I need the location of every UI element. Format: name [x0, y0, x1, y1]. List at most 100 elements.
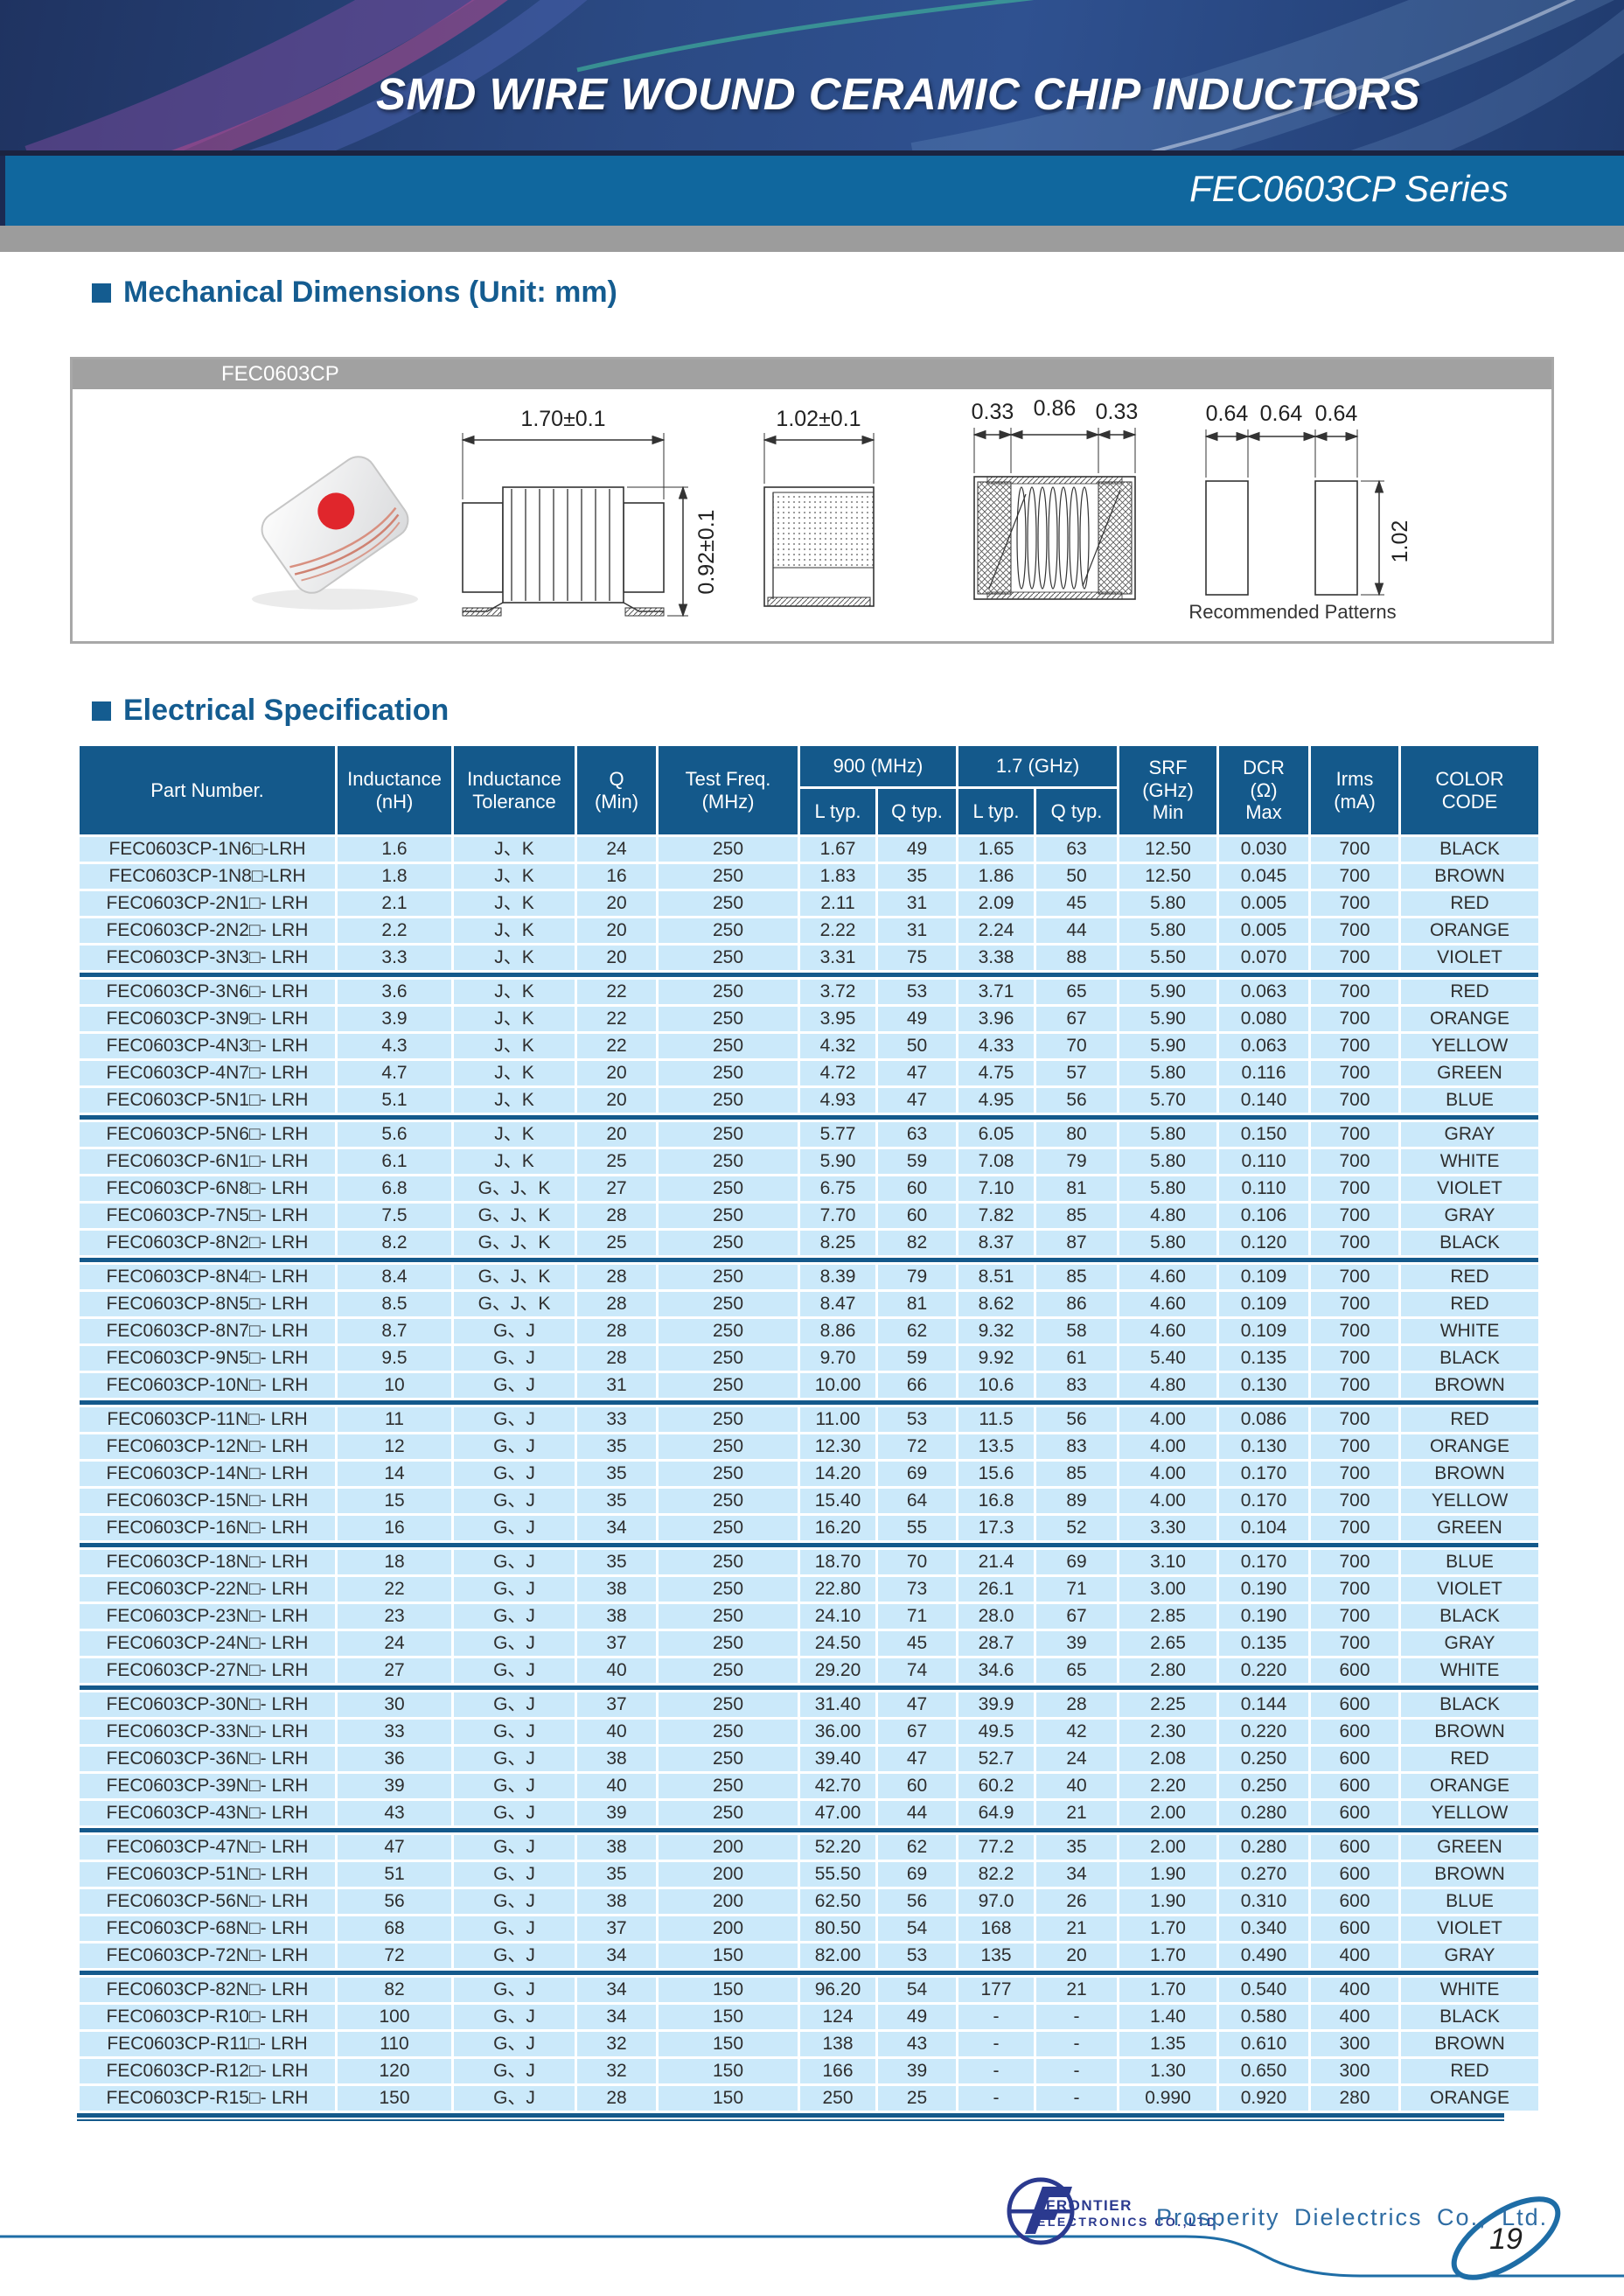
component-photo — [252, 456, 418, 610]
table-row: FEC0603CP-16N□- LRH 16 G、J 34 250 16.20 55 17.3… — [80, 1516, 1539, 1540]
table-cell: G、J、K — [454, 1265, 575, 1289]
table-cell: 700 — [1311, 1462, 1399, 1486]
part-number-cell: FEC0603CP-3N6□- LRH — [80, 980, 335, 1004]
table-cell: 83 — [1036, 1434, 1118, 1459]
table-cell: 600 — [1311, 1801, 1399, 1825]
table-cell: 8.4 — [338, 1265, 451, 1289]
table-row: FEC0603CP-3N3□- LRH 3.3 J、K 20 250 3.31 75 3.38… — [80, 946, 1539, 970]
table-cell: 26 — [1036, 1889, 1118, 1914]
table-cell: 4.7 — [338, 1061, 451, 1085]
table-cell: 37 — [577, 1916, 656, 1941]
table-cell: 47 — [878, 1061, 956, 1085]
table-cell: 47 — [878, 1088, 956, 1113]
table-cell: 64.9 — [958, 1801, 1034, 1825]
table-cell: 22 — [577, 980, 656, 1004]
table-cell: J、K — [454, 1034, 575, 1058]
table-cell: 0.130 — [1219, 1434, 1309, 1459]
table-cell: 6.1 — [338, 1149, 451, 1174]
table-cell: 45 — [1036, 891, 1118, 916]
table-row: FEC0603CP-R10□- LRH 100 G、J 34 150 124 49- -1.4… — [80, 2005, 1539, 2029]
table-cell: 52 — [1036, 1516, 1118, 1540]
table-cell: 300 — [1311, 2059, 1399, 2083]
table-cell: WHITE — [1401, 1658, 1539, 1683]
table-cell: 32 — [577, 2059, 656, 2083]
table-cell: 35 — [577, 1462, 656, 1486]
table-cell: 250 — [659, 864, 798, 889]
table-cell: 700 — [1311, 1577, 1399, 1602]
table-cell: 700 — [1311, 1604, 1399, 1629]
table-cell: 700 — [1311, 1149, 1399, 1174]
mech-box-title-bar: FEC0603CP — [73, 359, 1551, 389]
table-cell: 700 — [1311, 1550, 1399, 1574]
table-cell: 3.00 — [1119, 1577, 1217, 1602]
table-cell: 700 — [1311, 1631, 1399, 1656]
table-cell: 3.31 — [800, 946, 875, 970]
table-cell: 0.270 — [1219, 1862, 1309, 1887]
table-cell: RED — [1401, 1407, 1539, 1432]
table-cell: 68 — [338, 1916, 451, 1941]
table-cell: 15.40 — [800, 1489, 875, 1513]
table-cell: 0.150 — [1219, 1122, 1309, 1147]
table-cell: G、J — [454, 1720, 575, 1744]
table-cell: 100 — [338, 2005, 451, 2029]
table-cell: 20 — [577, 891, 656, 916]
table-cell: 65 — [1036, 1658, 1118, 1683]
table-cell: 250 — [659, 946, 798, 970]
table-row: FEC0603CP-R11□- LRH 110 G、J 32 150 138 43- -1.3… — [80, 2032, 1539, 2056]
table-cell: 200 — [659, 1835, 798, 1860]
table-cell: YELLOW — [1401, 1034, 1539, 1058]
table-cell: 250 — [659, 1550, 798, 1574]
table-cell: 1.35 — [1119, 2032, 1217, 2056]
table-cell: 31 — [878, 918, 956, 943]
table-cell: 700 — [1311, 1319, 1399, 1343]
table-row: FEC0603CP-68N□- LRH 68 G、J 37 200 80.50 54 168 2… — [80, 1916, 1539, 1941]
table-cell: 18.70 — [800, 1550, 875, 1574]
table-row: FEC0603CP-22N□- LRH 22 G、J 38 250 22.80 73 26.1… — [80, 1577, 1539, 1602]
table-cell: 250 — [659, 1176, 798, 1201]
table-cell: 200 — [659, 1889, 798, 1914]
table-cell: 59 — [878, 1149, 956, 1174]
table-row: FEC0603CP-2N1□- LRH 2.1 J、K 20 250 2.11 31 2.09… — [80, 891, 1539, 916]
table-row: FEC0603CP-6N8□- LRH 6.8 G、J、K 27 250 6.75 60 7.… — [80, 1176, 1539, 1201]
table-cell: 28 — [577, 1204, 656, 1228]
table-cell: 700 — [1311, 1489, 1399, 1513]
table-cell: J、K — [454, 1149, 575, 1174]
part-number-cell: FEC0603CP-1N8□-LRH — [80, 864, 335, 889]
table-cell: 0.144 — [1219, 1692, 1309, 1717]
table-cell: 39.9 — [958, 1692, 1034, 1717]
square-bullet-icon — [92, 283, 111, 303]
table-cell: G、J — [454, 2032, 575, 2056]
patterns-caption: Recommended Patterns — [1188, 601, 1396, 623]
dim-label: 0.64 — [1315, 401, 1358, 426]
table-cell: 700 — [1311, 864, 1399, 889]
table-cell: 56 — [1036, 1088, 1118, 1113]
table-row: FEC0603CP-4N7□- LRH 4.7 J、K 20 250 4.72 47 4.75… — [80, 1061, 1539, 1085]
table-cell: J、K — [454, 837, 575, 862]
table-cell: 1.70 — [1119, 1944, 1217, 1968]
table-cell: G、J — [454, 1516, 575, 1540]
table-row: FEC0603CP-51N□- LRH 51 G、J 35 200 55.50 69 82.2… — [80, 1862, 1539, 1887]
table-cell: 67 — [1036, 1604, 1118, 1629]
page-title: SMD WIRE WOUND CERAMIC CHIP INDUCTORS — [376, 69, 1421, 119]
table-bottom-rule-thin — [77, 2119, 1504, 2121]
gray-divider — [0, 226, 1624, 252]
table-cell: 6.8 — [338, 1176, 451, 1201]
table-cell: BLUE — [1401, 1550, 1539, 1574]
table-cell: 4.80 — [1119, 1204, 1217, 1228]
table-cell: G、J、K — [454, 1204, 575, 1228]
table-cell: 96.20 — [800, 1978, 875, 2002]
part-number-cell: FEC0603CP-5N6□- LRH — [80, 1122, 335, 1147]
table-cell: 600 — [1311, 1658, 1399, 1683]
table-cell: 4.00 — [1119, 1462, 1217, 1486]
table-cell: G、J — [454, 1604, 575, 1629]
table-cell: - — [1036, 2005, 1118, 2029]
part-number-cell: FEC0603CP-43N□- LRH — [80, 1801, 335, 1825]
part-number-cell: FEC0603CP-7N5□- LRH — [80, 1204, 335, 1228]
table-cell: 1.70 — [1119, 1978, 1217, 2002]
table-cell: 64 — [878, 1489, 956, 1513]
table-cell: BROWN — [1401, 1462, 1539, 1486]
table-cell: 42 — [1036, 1720, 1118, 1744]
table-cell: 250 — [659, 1319, 798, 1343]
table-cell: 5.90 — [1119, 1007, 1217, 1031]
table-cell: 0.070 — [1219, 946, 1309, 970]
